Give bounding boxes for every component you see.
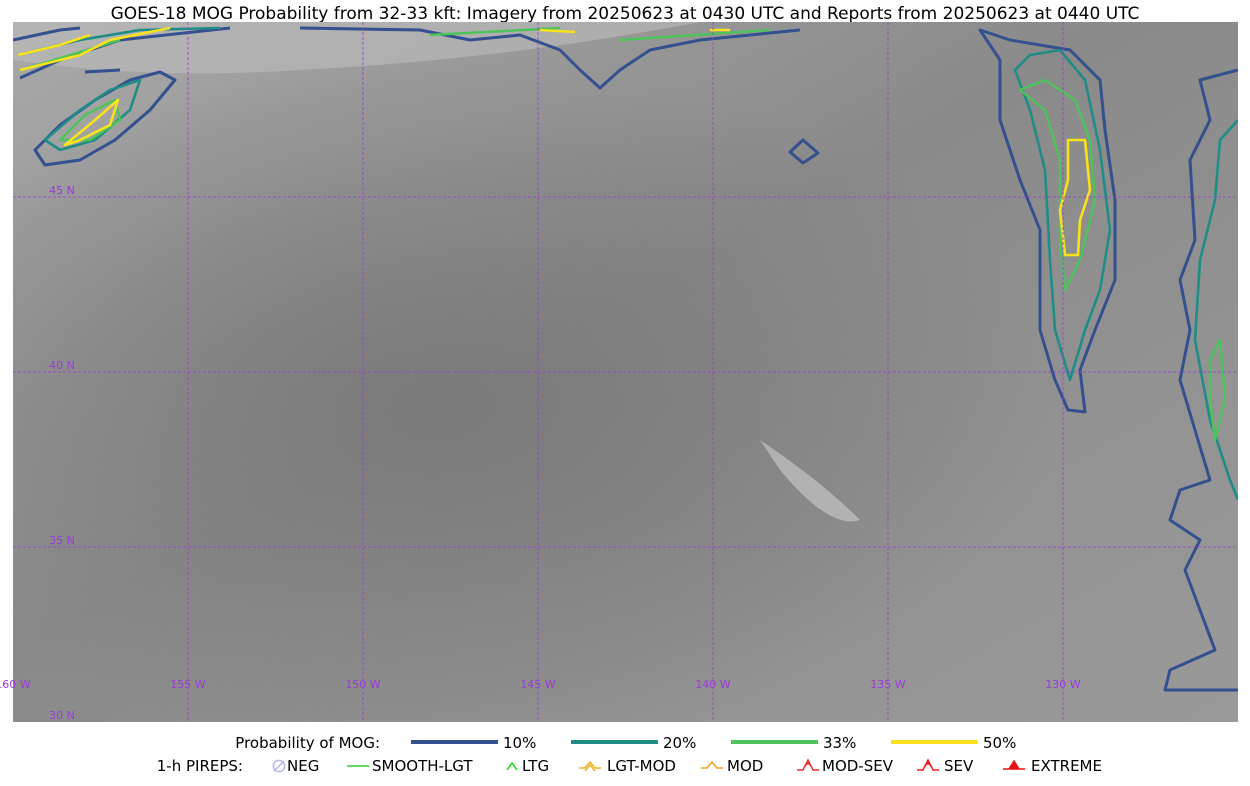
longitude-label: 160 W — [0, 678, 31, 691]
cloud — [760, 440, 860, 522]
map — [13, 22, 1238, 722]
legend-label: EXTREME — [1031, 757, 1102, 775]
legend-label: LGT-MOD — [607, 757, 676, 775]
longitude-label: 140 W — [695, 678, 730, 691]
pirep-symbol — [701, 760, 723, 769]
latitude-label: 35 N — [49, 534, 75, 547]
title: GOES-18 MOG Probability from 32-33 kft: … — [111, 4, 1140, 24]
contour-20 — [17, 26, 1238, 501]
legend-label: LTG — [522, 757, 549, 775]
longitude-label: 130 W — [1045, 678, 1080, 691]
graticule — [13, 22, 1238, 722]
cloud — [13, 22, 700, 74]
pirep-symbol — [506, 761, 518, 771]
longitude-label: 155 W — [170, 678, 205, 691]
contour-50 — [17, 26, 1092, 257]
legend-label: 20% — [663, 734, 696, 752]
longitude-label: 145 W — [520, 678, 555, 691]
legend-label: SEV — [944, 757, 974, 775]
longitude-label: 150 W — [345, 678, 380, 691]
pirep-symbol — [579, 760, 601, 772]
latitude-label: 40 N — [49, 359, 75, 372]
legend-label: SMOOTH-LGT — [372, 757, 473, 775]
legend-label: 10% — [503, 734, 536, 752]
legend: Probability of MOG: 10% 20% 33% 50% 1-h PIREP… — [157, 734, 1102, 775]
longitude-label: 135 W — [870, 678, 905, 691]
contour-33 — [19, 26, 1227, 442]
legend-label: NEG — [287, 757, 319, 775]
latitude-label: 45 N — [49, 184, 75, 197]
legend-title: 1-h PIREPS: — [157, 757, 243, 775]
latitude-label: 30 N — [49, 709, 75, 722]
contours — [13, 26, 1238, 692]
legend-label: MOD-SEV — [822, 757, 894, 775]
pirep-symbol — [917, 758, 939, 771]
pirep-symbol — [272, 759, 286, 773]
legend-label: MOD — [727, 757, 763, 775]
pirep-symbol — [1003, 759, 1025, 770]
longitude-labels: 160 W 155 W 150 W 145 W 140 W 135 W 130 W 45 N 4… — [0, 184, 1081, 722]
legend-label: 33% — [823, 734, 856, 752]
contour-10 — [299, 26, 1117, 414]
pirep-symbol — [797, 758, 819, 771]
legend-title: Probability of MOG: — [235, 734, 380, 752]
contour-10 — [788, 68, 1238, 692]
legend-label: 50% — [983, 734, 1016, 752]
